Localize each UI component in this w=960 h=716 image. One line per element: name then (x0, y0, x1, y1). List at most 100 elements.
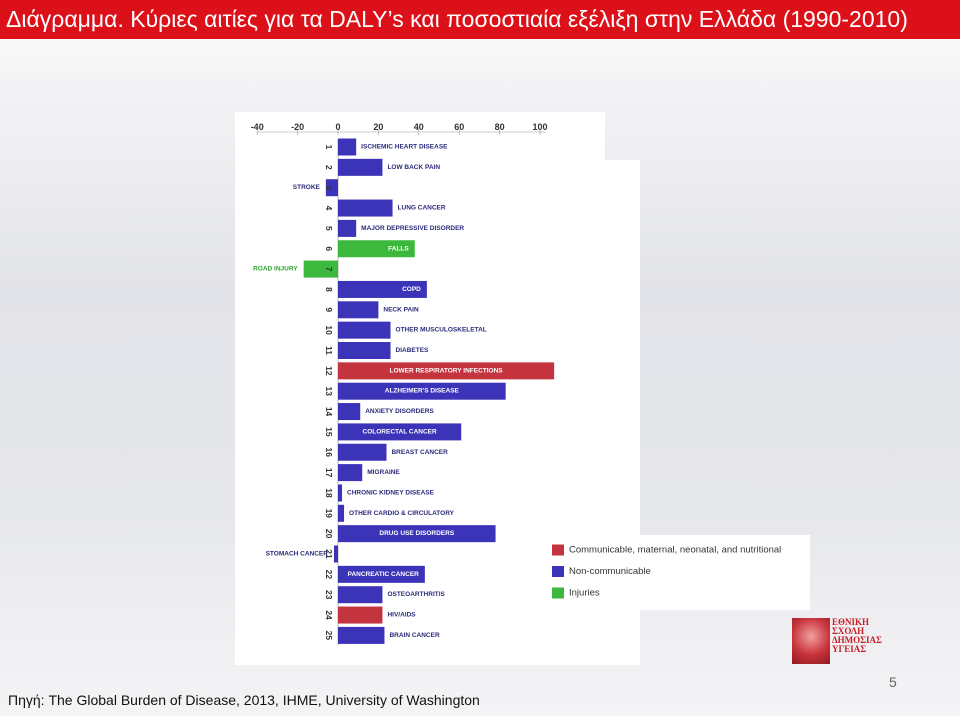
bar-18 (338, 484, 343, 502)
legend-label: Communicable, maternal, neonatal, and nu… (569, 545, 781, 556)
legend-label: Non-communicable (569, 566, 651, 577)
x-tick-label: 0 (335, 122, 340, 132)
logo-line-4: ΥΓΕΙΑΣ (832, 644, 867, 654)
rank-label: 8 (324, 287, 334, 292)
bar-8 (338, 280, 427, 298)
category-label: OTHER CARDIO & CIRCULATORY (349, 510, 455, 517)
rank-label: 12 (324, 366, 334, 376)
bar-13 (338, 382, 506, 400)
bar-4 (338, 199, 393, 217)
category-label: DRUG USE DISORDERS (379, 530, 454, 537)
category-label: OSTEOARTHRITIS (387, 591, 445, 598)
bar-25 (338, 626, 385, 644)
rank-label: 18 (324, 488, 334, 498)
rank-label: 22 (324, 570, 334, 580)
rank-label: 20 (324, 529, 334, 539)
bar-1 (338, 138, 357, 156)
rank-label: 7 (324, 267, 334, 272)
category-label: MIGRAINE (367, 469, 400, 476)
rank-label: 3 (324, 185, 334, 190)
rank-label: 6 (324, 246, 334, 251)
x-tick-label: -40 (251, 122, 264, 132)
bar-7 (303, 260, 338, 278)
rank-label: 4 (324, 206, 334, 211)
rank-label: 1 (324, 145, 334, 150)
category-label: LUNG CANCER (398, 205, 446, 212)
bar-22 (338, 565, 425, 583)
logo-line-3: ΔΗΜΟΣΙΑΣ (832, 635, 882, 645)
rank-label: 17 (324, 468, 334, 478)
x-tick-label: 60 (454, 122, 464, 132)
category-label: STOMACH CANCER (266, 551, 329, 558)
logo-line-1: ΕΘΝΙΚΗ (832, 617, 870, 627)
chart-layer: -40 -20 0 20 40 60 80 100 1 ISCHEMIC HEART DISEAS… (251, 122, 781, 646)
category-label: NECK PAIN (383, 306, 419, 313)
bar-2 (338, 158, 383, 176)
x-tick-label: 40 (414, 122, 424, 132)
bar-3 (325, 179, 338, 197)
category-label: ALZHEIMER'S DISEASE (385, 388, 460, 395)
rank-label: 5 (324, 226, 334, 231)
rank-label: 16 (324, 448, 334, 458)
logo-line-2: ΣΧΟΛΗ (832, 626, 865, 636)
bar-15 (338, 423, 462, 441)
bar-5 (338, 219, 357, 237)
bar-23 (338, 586, 383, 604)
rank-label: 25 (324, 631, 334, 641)
rank-label: 19 (324, 509, 334, 519)
legend-swatch (552, 544, 564, 556)
category-label: STROKE (293, 184, 321, 191)
rank-label: 15 (324, 427, 334, 437)
x-tick-label: 100 (532, 122, 547, 132)
bar-21 (333, 545, 338, 563)
school-logo: ΕΘΝΙΚΗ ΣΧΟΛΗ ΔΗΜΟΣΙΑΣ ΥΓΕΙΑΣ (792, 618, 892, 666)
rank-label: 21 (324, 549, 334, 559)
logo-photo (792, 618, 830, 664)
category-label: LOWER RESPIRATORY INFECTIONS (389, 367, 503, 374)
bar-10 (338, 321, 391, 339)
category-label: CHRONIC KIDNEY DISEASE (347, 489, 435, 496)
x-tick-label: 20 (373, 122, 383, 132)
legend-label: Injuries (569, 588, 600, 599)
category-label: ANXIETY DISORDERS (365, 408, 434, 415)
bar-20 (338, 525, 496, 543)
x-tick-label: -20 (291, 122, 304, 132)
category-label: FALLS (388, 245, 409, 252)
category-label: BREAST CANCER (391, 449, 448, 456)
category-label: ROAD INJURY (253, 266, 298, 273)
category-label: MAJOR DEPRESSIVE DISORDER (361, 225, 464, 232)
category-label: DIABETES (396, 347, 430, 354)
rank-label: 23 (324, 590, 334, 600)
bar-16 (338, 443, 387, 461)
page-number: 5 (889, 674, 897, 690)
rank-label: 11 (324, 346, 334, 355)
rank-label: 14 (324, 407, 334, 417)
bar-9 (338, 301, 379, 319)
rank-label: 10 (324, 325, 334, 335)
source-note: Πηγή: The Global Burden of Disease, 2013… (8, 692, 480, 708)
legend-panel (540, 535, 810, 610)
category-label: BRAIN CANCER (389, 632, 440, 639)
category-label: COLORECTAL CANCER (363, 428, 437, 435)
category-label: PANCREATIC CANCER (348, 571, 420, 578)
bar-11 (338, 342, 391, 359)
category-label: ISCHEMIC HEART DISEASE (361, 144, 448, 151)
rank-label: 2 (324, 165, 334, 170)
rank-label: 9 (324, 307, 334, 312)
category-label: COPD (402, 286, 421, 293)
bar-24 (338, 606, 383, 624)
bar-17 (338, 464, 363, 482)
logo-text: ΕΘΝΙΚΗ ΣΧΟΛΗ ΔΗΜΟΣΙΑΣ ΥΓΕΙΑΣ (832, 618, 892, 664)
rank-label: 13 (324, 386, 334, 396)
category-label: LOW BACK PAIN (387, 164, 440, 171)
bar-12 (338, 362, 555, 380)
legend-swatch (552, 587, 564, 599)
bar-19 (338, 504, 345, 522)
slide-title: Διάγραμμα. Κύριες αιτίες για τα DALY’s κ… (0, 0, 960, 39)
x-tick-label: 80 (495, 122, 505, 132)
category-label: HIV/AIDS (387, 612, 416, 619)
legend-swatch (552, 566, 564, 577)
bar-14 (338, 403, 361, 421)
bar-6 (338, 240, 415, 258)
